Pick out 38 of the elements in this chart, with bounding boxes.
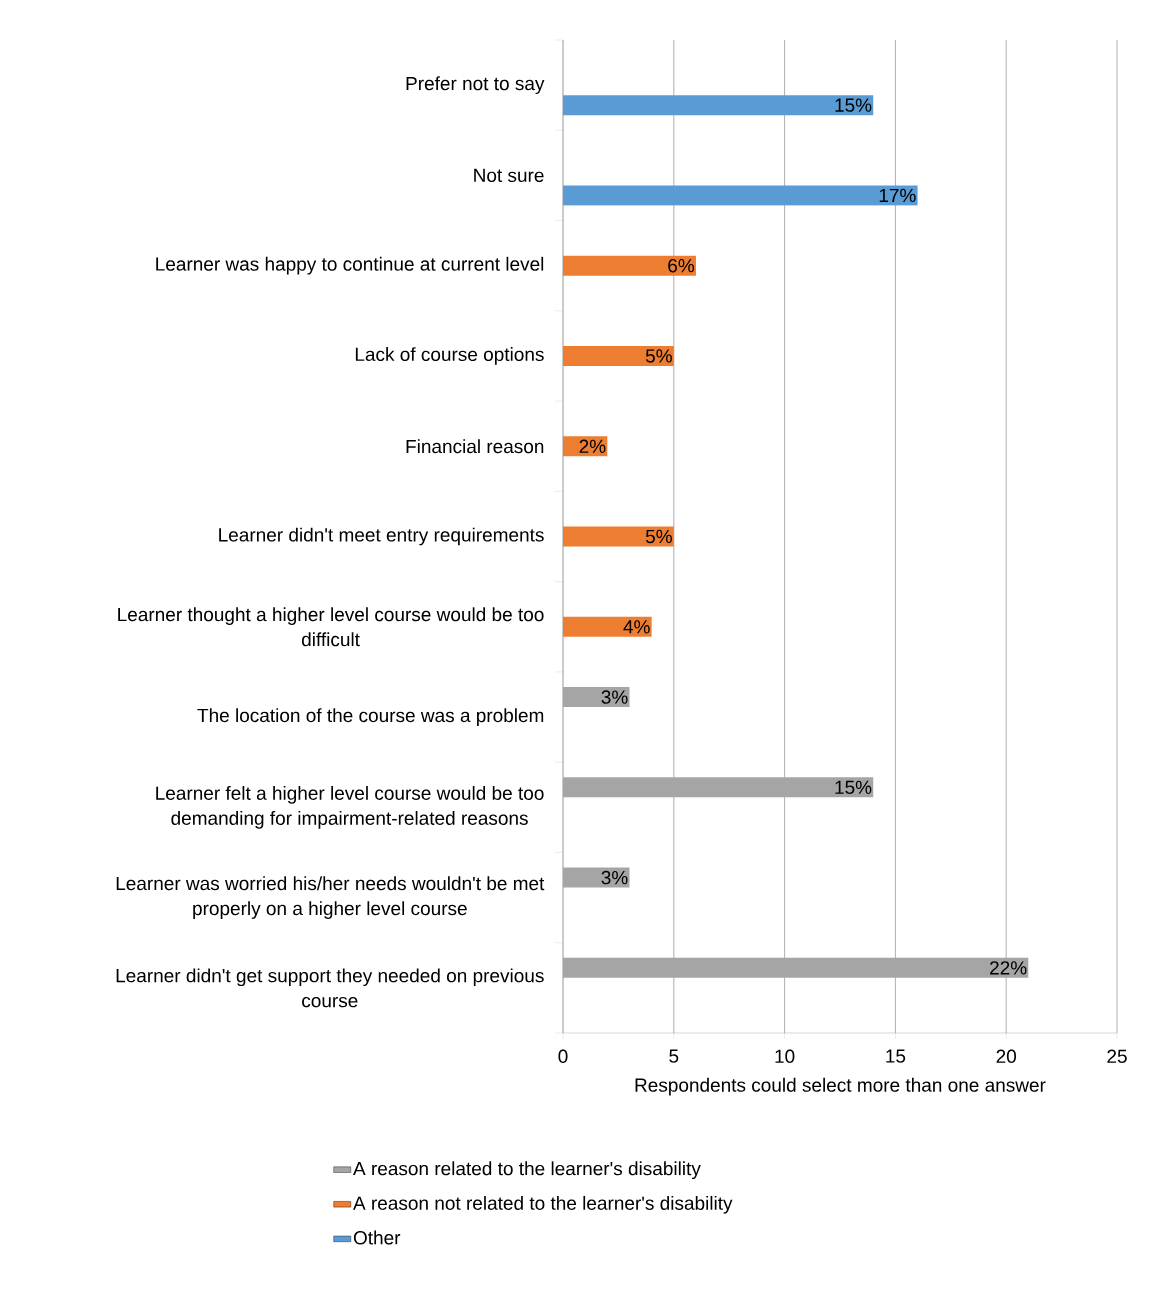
bar xyxy=(563,345,674,366)
y-tick-label: Learner thought a higher level course would be too difficult xyxy=(118,607,544,647)
bar xyxy=(563,95,874,116)
x-tick-label: 25 xyxy=(1107,1049,1127,1063)
y-tick-label: Not sure xyxy=(474,168,544,183)
annotation: 4% xyxy=(623,620,650,634)
legend-label: A reason related to the learner's disability xyxy=(353,1161,701,1180)
y-tick-label: Learner felt a higher level course would be too demanding for impairment-related reasons xyxy=(156,785,544,829)
y-tick-label: Learner didn't get support they needed on previous course xyxy=(116,968,544,1008)
x-tick-label: 0 xyxy=(558,1049,568,1063)
annotation: 17% xyxy=(879,188,916,203)
y-tick-label: Learner was happy to continue at current level xyxy=(156,256,544,275)
annotation: 2% xyxy=(579,439,606,453)
annotation: 5% xyxy=(645,529,672,544)
annotation: 5% xyxy=(645,349,672,363)
legend-label: A reason not related to the learner's disability xyxy=(353,1195,733,1214)
annotation: 3% xyxy=(601,690,628,704)
y-tick-label: Learner was worried his/her needs wouldn't be met properly on a higher level course xyxy=(116,876,545,919)
y-tick-label: Learner didn't meet entry requirements xyxy=(219,527,544,546)
bar xyxy=(563,616,652,637)
bar xyxy=(563,255,696,276)
x-tick-label: 5 xyxy=(669,1049,679,1063)
annotation: 22% xyxy=(990,961,1027,975)
bar xyxy=(563,526,674,547)
x-tick-label: 15 xyxy=(886,1049,906,1063)
x-tick-label: 20 xyxy=(996,1049,1017,1063)
annotation: 15% xyxy=(835,780,872,795)
annotation: 3% xyxy=(601,870,628,885)
x-axis-title: Respondents could select more than one answer xyxy=(635,1077,1046,1096)
y-tick-label: The location of the course was a problem xyxy=(197,708,544,726)
x-tick-label: 10 xyxy=(775,1049,795,1063)
y-tick-label: Lack of course options xyxy=(355,347,544,365)
bar xyxy=(563,185,918,206)
y-tick-label: Prefer not to say xyxy=(406,76,545,94)
annotation: 15% xyxy=(835,98,872,112)
y-tick-label: Financial reason xyxy=(406,439,544,454)
annotation: 6% xyxy=(668,258,695,273)
legend-label: Other xyxy=(353,1230,401,1245)
